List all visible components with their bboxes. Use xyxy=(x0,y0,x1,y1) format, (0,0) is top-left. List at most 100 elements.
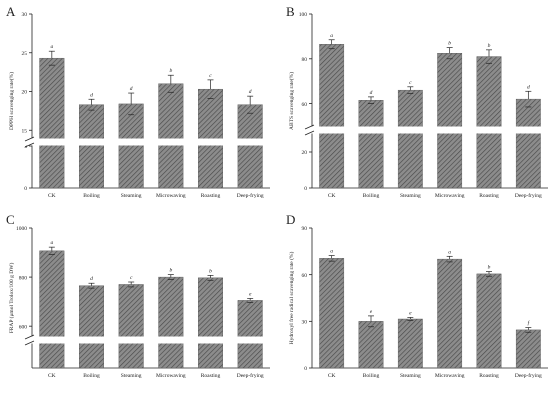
significance-letter: d xyxy=(249,89,252,95)
y-tick-label: 3 xyxy=(24,144,27,150)
significance-letter: c xyxy=(209,73,212,79)
y-axis-label: DPPH scavenging rate(%) xyxy=(8,72,15,130)
y-tick-label: 80 xyxy=(302,57,308,63)
x-tick-label: Roasting xyxy=(201,373,221,379)
bar xyxy=(437,53,463,189)
x-tick-label: Deep-frying xyxy=(515,372,542,379)
significance-letter: c xyxy=(130,275,133,281)
x-tick-label: Boiling xyxy=(363,193,380,199)
significance-letter: b xyxy=(488,43,491,49)
y-tick-label: 0 xyxy=(304,186,307,192)
bar xyxy=(198,277,223,369)
axis-break-mark xyxy=(24,340,35,346)
x-tick-label: Deep-frying xyxy=(515,192,542,199)
x-tick-label: Roasting xyxy=(479,193,499,199)
y-tick-label: 15 xyxy=(22,128,28,134)
bar xyxy=(358,100,384,189)
bar xyxy=(476,273,502,369)
y-axis-label: FRAP (μmol Trolox/100 g DW) xyxy=(8,263,15,334)
y-tick-label: 30 xyxy=(302,320,308,326)
significance-letter: f xyxy=(528,320,531,327)
significance-letter: b xyxy=(488,265,491,271)
panel-d-chart: D 0 30 60 90 a CK e Boiling e Steaming a Microwavin… xyxy=(286,212,548,379)
panel-b-chart: B 0 20 60 80 100 a CK d Boiling c Steaming b Microwa… xyxy=(286,4,550,199)
axis-break-mark xyxy=(24,142,35,148)
bar xyxy=(476,56,502,189)
y-tick-label: 60 xyxy=(302,102,308,108)
significance-letter: a xyxy=(330,33,333,39)
y-tick-label: 600 xyxy=(19,324,28,330)
y-tick-label: 20 xyxy=(302,150,308,156)
axis-break-mark xyxy=(304,124,315,130)
significance-letter: b xyxy=(448,41,451,47)
panel-letter: D xyxy=(286,212,295,227)
panel-letter: A xyxy=(6,4,16,19)
y-tick-label: 800 xyxy=(19,275,28,281)
x-tick-label: Deep-frying xyxy=(237,372,264,379)
significance-letter: d xyxy=(527,84,530,90)
panel-letter: B xyxy=(286,4,295,19)
significance-letter: d xyxy=(130,86,133,92)
x-tick-label: Microwaving xyxy=(156,373,186,379)
axis-break-gap xyxy=(24,138,272,146)
x-tick-label: CK xyxy=(328,193,336,199)
bar xyxy=(358,321,384,369)
y-tick-label: 0 xyxy=(24,186,27,192)
bar xyxy=(39,250,65,369)
y-tick-label: 90 xyxy=(302,226,308,232)
bar xyxy=(397,89,423,189)
x-tick-label: Boiling xyxy=(83,373,100,379)
panel-c-chart: C 600 800 1000 a CK d Boiling c Steaming b Microwa… xyxy=(6,212,272,379)
axis-break-gap xyxy=(304,126,550,134)
y-tick-label: 1000 xyxy=(16,226,27,232)
x-tick-label: Microwaving xyxy=(435,373,465,379)
x-tick-label: CK xyxy=(48,193,56,199)
significance-letter: a xyxy=(50,240,53,246)
bar xyxy=(39,57,65,189)
y-axis-label: ABTS scavenging rate(%) xyxy=(288,72,295,130)
significance-letter: b xyxy=(169,268,172,274)
significance-letter: b xyxy=(169,68,172,74)
significance-letter: e xyxy=(249,291,252,297)
x-tick-label: Boiling xyxy=(83,193,100,199)
x-tick-label: Deep-frying xyxy=(237,192,264,199)
y-tick-label: 20 xyxy=(22,90,28,96)
x-tick-label: Microwaving xyxy=(435,193,465,199)
y-axis-label: Hydroxyl free radical scavenging rate (%… xyxy=(288,251,295,344)
significance-letter: d xyxy=(90,276,93,282)
x-tick-label: Steaming xyxy=(121,373,142,379)
significance-letter: d xyxy=(370,90,373,96)
x-tick-label: CK xyxy=(48,373,56,379)
y-tick-label: 60 xyxy=(302,273,308,279)
y-tick-label: 25 xyxy=(22,51,28,57)
x-tick-label: Boiling xyxy=(363,373,380,379)
axis-break-mark xyxy=(24,136,35,142)
x-tick-label: Roasting xyxy=(479,373,499,379)
bar xyxy=(397,318,423,369)
x-tick-label: Steaming xyxy=(400,373,421,379)
bar xyxy=(158,83,184,189)
bar xyxy=(515,329,541,369)
significance-letter: d xyxy=(90,92,93,98)
significance-letter: c xyxy=(409,80,412,86)
bar xyxy=(118,284,144,369)
bar xyxy=(237,300,263,369)
significance-letter: b xyxy=(209,268,212,274)
x-tick-label: Roasting xyxy=(201,193,221,199)
y-tick-label: 30 xyxy=(22,12,28,18)
bar xyxy=(79,104,104,189)
significance-letter: a xyxy=(330,249,333,255)
panel-letter: C xyxy=(6,212,15,227)
significance-letter: a xyxy=(448,249,451,255)
bar xyxy=(319,44,345,189)
significance-letter: e xyxy=(409,310,412,316)
y-tick-label: 0 xyxy=(304,366,307,372)
bar xyxy=(79,285,104,369)
y-tick-label: 100 xyxy=(299,12,308,18)
significance-letter: a xyxy=(50,44,53,50)
bar xyxy=(319,258,345,369)
bar xyxy=(118,103,144,189)
bar xyxy=(158,276,184,369)
axis-break-gap xyxy=(24,336,272,344)
